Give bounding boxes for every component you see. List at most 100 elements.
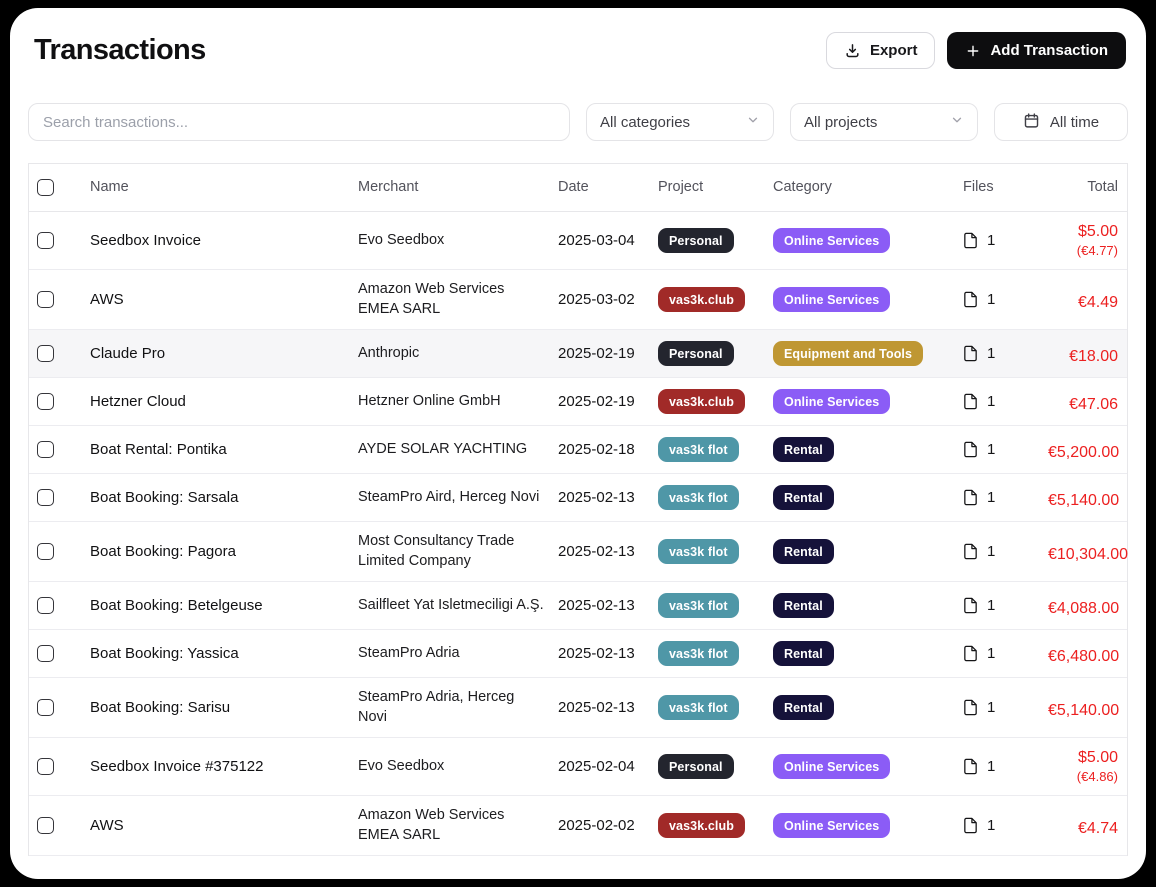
projects-select[interactable]: All projects xyxy=(790,103,978,141)
total-cell: €10,304.00 xyxy=(1037,528,1137,575)
project-badge[interactable]: vas3k flot xyxy=(658,694,739,721)
table-row[interactable]: AWS Amazon Web Services EMEA SARL 2025-0… xyxy=(29,270,1127,330)
project-cell: vas3k.club xyxy=(647,276,762,323)
files-cell: 1 xyxy=(952,630,1037,677)
category-badge[interactable]: Rental xyxy=(773,592,834,619)
categories-select[interactable]: All categories xyxy=(586,103,774,141)
row-checkbox[interactable] xyxy=(37,699,54,716)
transaction-name: AWS xyxy=(90,290,124,308)
header-actions: Export Add Transaction xyxy=(825,32,1126,69)
row-checkbox-cell xyxy=(29,743,79,790)
project-badge[interactable]: vas3k.club xyxy=(658,812,745,839)
project-badge[interactable]: Personal xyxy=(658,340,734,367)
column-header-category: Category xyxy=(773,178,832,195)
calendar-icon xyxy=(1023,112,1040,133)
transaction-date: 2025-03-02 xyxy=(558,290,635,308)
table-row[interactable]: Seedbox Invoice #375122 Evo Seedbox 2025… xyxy=(29,738,1127,796)
export-button[interactable]: Export xyxy=(825,32,936,69)
row-checkbox[interactable] xyxy=(37,232,54,249)
merchant-name: Most Consultancy Trade Limited Company xyxy=(358,533,515,569)
file-icon xyxy=(963,543,978,560)
table-row[interactable]: Seedbox Invoice Evo Seedbox 2025-03-04 P… xyxy=(29,212,1127,270)
row-checkbox[interactable] xyxy=(37,817,54,834)
category-badge[interactable]: Online Services xyxy=(773,753,891,780)
transaction-name: Boat Booking: Pagora xyxy=(90,542,236,560)
transaction-name: Seedbox Invoice xyxy=(90,231,201,249)
table-row[interactable]: Boat Booking: Yassica SteamPro Adria 202… xyxy=(29,630,1127,678)
category-badge[interactable]: Rental xyxy=(773,436,834,463)
project-badge[interactable]: vas3k flot xyxy=(658,592,739,619)
transaction-name: Seedbox Invoice #375122 xyxy=(90,757,264,775)
category-badge[interactable]: Online Services xyxy=(773,812,891,839)
table-row[interactable]: Boat Booking: Sarsala SteamPro Aird, Her… xyxy=(29,474,1127,522)
category-badge[interactable]: Rental xyxy=(773,694,834,721)
category-badge[interactable]: Rental xyxy=(773,484,834,511)
project-badge[interactable]: vas3k flot xyxy=(658,640,739,667)
filters-bar: All categories All projects All time xyxy=(28,103,1128,141)
file-count: 1 xyxy=(987,644,996,662)
table-row[interactable]: Boat Booking: Betelgeuse Sailfleet Yat I… xyxy=(29,582,1127,630)
search-input[interactable] xyxy=(28,103,570,141)
file-count: 1 xyxy=(987,231,996,249)
category-badge[interactable]: Online Services xyxy=(773,388,891,415)
category-badge[interactable]: Equipment and Tools xyxy=(773,340,924,367)
row-checkbox[interactable] xyxy=(37,645,54,662)
project-badge[interactable]: vas3k.club xyxy=(658,388,745,415)
row-checkbox[interactable] xyxy=(37,489,54,506)
total-cell: €6,480.00 xyxy=(1037,630,1128,677)
table-row[interactable]: Boat Rental: Pontika AYDE SOLAR YACHTING… xyxy=(29,426,1127,474)
table-body: Seedbox Invoice Evo Seedbox 2025-03-04 P… xyxy=(29,212,1128,856)
table-row[interactable]: AWS Amazon Web Services EMEA SARL 2025-0… xyxy=(29,796,1127,856)
project-badge[interactable]: Personal xyxy=(658,227,734,254)
transaction-total: €4.49 xyxy=(1077,294,1118,311)
transaction-date: 2025-02-02 xyxy=(558,816,635,834)
category-badge[interactable]: Rental xyxy=(773,538,834,565)
category-badge[interactable]: Online Services xyxy=(773,286,891,313)
table-row[interactable]: Claude Pro Anthropic 2025-02-19 Personal… xyxy=(29,330,1127,378)
table-row[interactable]: Hetzner Cloud Hetzner Online GmbH 2025-0… xyxy=(29,378,1127,426)
category-cell: Rental xyxy=(762,528,952,575)
transaction-name: Boat Rental: Pontika xyxy=(90,440,227,458)
select-all-checkbox[interactable] xyxy=(37,179,54,196)
transaction-total: €6,480.00 xyxy=(1048,648,1120,665)
row-checkbox[interactable] xyxy=(37,543,54,560)
table-row[interactable]: Boat Booking: Sarisu SteamPro Adria, Her… xyxy=(29,678,1127,738)
transaction-total: $5.00 xyxy=(1077,223,1118,240)
row-checkbox[interactable] xyxy=(37,345,54,362)
transaction-date: 2025-02-13 xyxy=(558,644,635,662)
row-checkbox[interactable] xyxy=(37,758,54,775)
project-badge[interactable]: vas3k flot xyxy=(658,538,739,565)
merchant-name: SteamPro Aird, Herceg Novi xyxy=(358,488,540,505)
row-checkbox[interactable] xyxy=(37,393,54,410)
project-cell: vas3k flot xyxy=(647,474,762,521)
files-cell: 1 xyxy=(952,528,1037,575)
chevron-down-icon xyxy=(746,113,760,131)
project-badge[interactable]: vas3k flot xyxy=(658,436,739,463)
transaction-total: €4.74 xyxy=(1077,820,1118,837)
total-cell: $5.00 (€4.77) xyxy=(1037,212,1127,269)
row-checkbox[interactable] xyxy=(37,291,54,308)
merchant-name: Amazon Web Services EMEA SARL xyxy=(358,807,505,843)
row-checkbox[interactable] xyxy=(37,597,54,614)
category-cell: Online Services xyxy=(762,378,952,425)
row-checkbox[interactable] xyxy=(37,441,54,458)
category-badge[interactable]: Online Services xyxy=(773,227,891,254)
column-header-project: Project xyxy=(658,178,704,195)
project-badge[interactable]: Personal xyxy=(658,753,734,780)
file-count: 1 xyxy=(987,392,996,410)
project-badge[interactable]: vas3k.club xyxy=(658,286,745,313)
transaction-total: €10,304.00 xyxy=(1048,546,1129,563)
add-transaction-button[interactable]: Add Transaction xyxy=(947,32,1126,69)
file-count: 1 xyxy=(987,440,996,458)
total-cell: €4,088.00 xyxy=(1037,582,1128,629)
row-checkbox-cell xyxy=(29,528,79,575)
category-badge[interactable]: Rental xyxy=(773,640,834,667)
time-filter-button[interactable]: All time xyxy=(994,103,1128,141)
total-cell: €5,140.00 xyxy=(1037,474,1128,521)
chevron-down-icon xyxy=(950,113,964,131)
table-row[interactable]: Boat Booking: Pagora Most Consultancy Tr… xyxy=(29,522,1128,582)
project-badge[interactable]: vas3k flot xyxy=(658,484,739,511)
table-header: Name Merchant Date Project Category File… xyxy=(29,164,1127,212)
transaction-name: Hetzner Cloud xyxy=(90,392,186,410)
transaction-date: 2025-02-19 xyxy=(558,344,635,362)
